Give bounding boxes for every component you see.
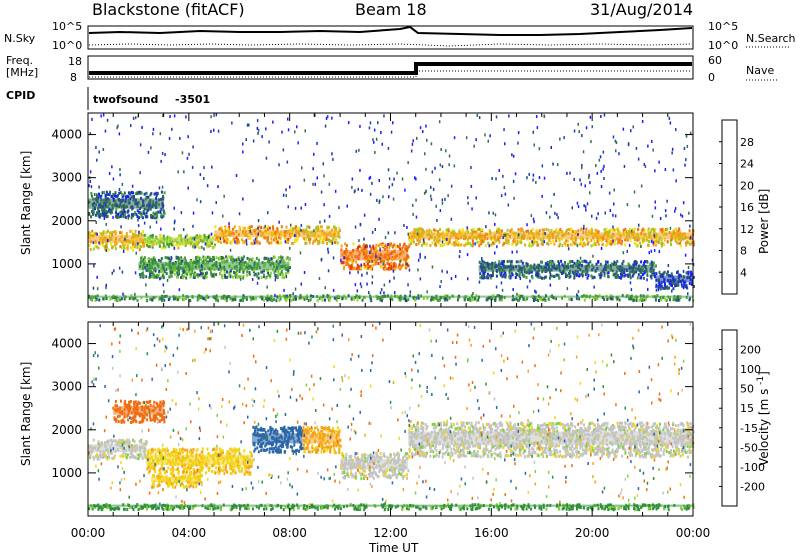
power-band-6 (138, 255, 291, 280)
colorbar-tick-label: -15 (740, 422, 758, 435)
velocity-band-8 (88, 503, 695, 512)
colorbar-tick-label: 16 (740, 201, 754, 214)
freq-tick-8: 8 (70, 71, 77, 84)
nave-label: Nave (746, 64, 774, 77)
velocity-band-3 (251, 425, 304, 454)
power-scatter (88, 113, 695, 297)
velocity-ylabel: Slant Range [km] (19, 362, 33, 466)
freq-label-2: [MHz] (6, 66, 38, 79)
velocity-band-2 (151, 473, 204, 489)
x-tick-label: 20:00 (575, 526, 610, 540)
colorbar-tick-label: 100 (740, 363, 761, 376)
y-tick-label: 1000 (51, 466, 82, 480)
colorbar-tick-label: 50 (740, 383, 754, 396)
x-tick-label: 04:00 (172, 526, 207, 540)
noise-search-line (88, 43, 693, 47)
power-ylabel: Slant Range [km] (19, 151, 33, 255)
power-band-10 (88, 294, 695, 303)
velocity-panel: 1000 2000 3000 4000 Slant Range [km] 200 100… (19, 321, 771, 517)
y-tick-label: 3000 (51, 380, 82, 394)
colorbar-tick-label: -200 (740, 480, 765, 493)
x-tick-label: 00:00 (676, 526, 711, 540)
y-tick-label: 2000 (51, 214, 82, 228)
colorbar-tick-label: 12 (740, 223, 754, 236)
noise-right-tick-top: 10^5 (708, 20, 738, 33)
noise-left-tick-top: 10^5 (52, 20, 82, 33)
colorbar-tick-label: 4 (740, 266, 747, 279)
noise-left-label: N.Sky (4, 32, 36, 45)
power-band-7 (88, 190, 166, 220)
freq-label-1: Freq. (6, 54, 33, 67)
nave-line (89, 70, 692, 78)
station-title: Blackstone (fitACF) (92, 0, 245, 19)
power-colorbar-label: Power [dB] (757, 189, 771, 254)
velocity-band-4 (302, 425, 342, 455)
velocity-scatter (88, 322, 695, 507)
velocity-band-7 (113, 399, 166, 424)
power-axis-ticks: 1000 2000 3000 4000 (51, 113, 694, 307)
power-data-marks (88, 113, 695, 303)
colorbar-frame (721, 119, 738, 295)
x-tick-label: 08:00 (272, 526, 307, 540)
velocity-colorbar-label-tail: ] (757, 371, 771, 376)
y-tick-label: 4000 (51, 128, 82, 142)
velocity-colorbar-label: Velocity [m s -1] (756, 371, 771, 466)
cpid-id: -3501 (175, 93, 210, 106)
y-tick-label: 3000 (51, 171, 82, 185)
power-band-0 (88, 229, 146, 252)
power-band-1 (143, 233, 216, 250)
freq-line (89, 62, 692, 75)
colorbar-tick-label: 15 (740, 402, 754, 415)
power-panel: 1000 2000 3000 4000 Slant Range [km] 4 8 12 16… (19, 112, 771, 308)
colorbar-tick-label: 200 (740, 344, 761, 357)
velocity-band-6 (408, 421, 695, 459)
freq-tick-18: 18 (68, 55, 82, 68)
x-axis-label: Time UT (368, 541, 419, 554)
velocity-data-marks (88, 322, 695, 512)
power-band-8 (478, 259, 657, 280)
colorbar-tick-label: -100 (740, 461, 765, 474)
colorbar-tick-label: 20 (740, 179, 754, 192)
x-tick-label: 12:00 (373, 526, 408, 540)
power-band-2 (214, 225, 292, 246)
nave-tick-60: 60 (708, 54, 722, 67)
x-axis-ticks: 00:00 04:00 08:00 12:00 16:00 20:00 00:00 (71, 526, 711, 540)
nave-tick-0: 0 (708, 71, 715, 84)
power-band-4 (340, 242, 410, 271)
colorbar-frame (721, 329, 738, 507)
velocity-axis-ticks: 1000 2000 3000 4000 (51, 322, 694, 516)
power-band-3 (289, 225, 341, 246)
noise-panel-frame (87, 25, 694, 50)
colorbar-tick-label: 28 (740, 136, 754, 149)
cpid-program: twofsound (93, 93, 158, 106)
noise-left-tick-bottom: 10^0 (52, 39, 82, 52)
colorbar-tick-label: 8 (740, 245, 747, 258)
y-tick-label: 1000 (51, 257, 82, 271)
velocity-colorbar: 200 100 50 15 -15 -50 -100 -200 (719, 329, 765, 507)
colorbar-tick-label: 24 (740, 158, 754, 171)
noise-right-label: N.Search (746, 32, 796, 45)
noise-sky-line (88, 25, 693, 36)
cpid-label: CPID (6, 89, 35, 102)
beam-title: Beam 18 (355, 0, 427, 19)
colorbar-tick-label: -50 (740, 441, 758, 454)
power-colorbar: 4 8 12 16 20 24 28 (719, 119, 754, 295)
y-tick-label: 4000 (51, 337, 82, 351)
velocity-colorbar-label-exponent: -1 (756, 376, 766, 385)
y-tick-label: 2000 (51, 423, 82, 437)
date-title: 31/Aug/2014 (590, 0, 693, 19)
x-tick-label: 00:00 (71, 526, 106, 540)
velocity-colorbar-label-text: Velocity [m s (757, 389, 771, 466)
velocity-band-1 (146, 447, 254, 476)
x-tick-label: 16:00 (474, 526, 509, 540)
freq-panel-frame (87, 55, 694, 80)
noise-right-tick-bottom: 10^0 (708, 39, 738, 52)
